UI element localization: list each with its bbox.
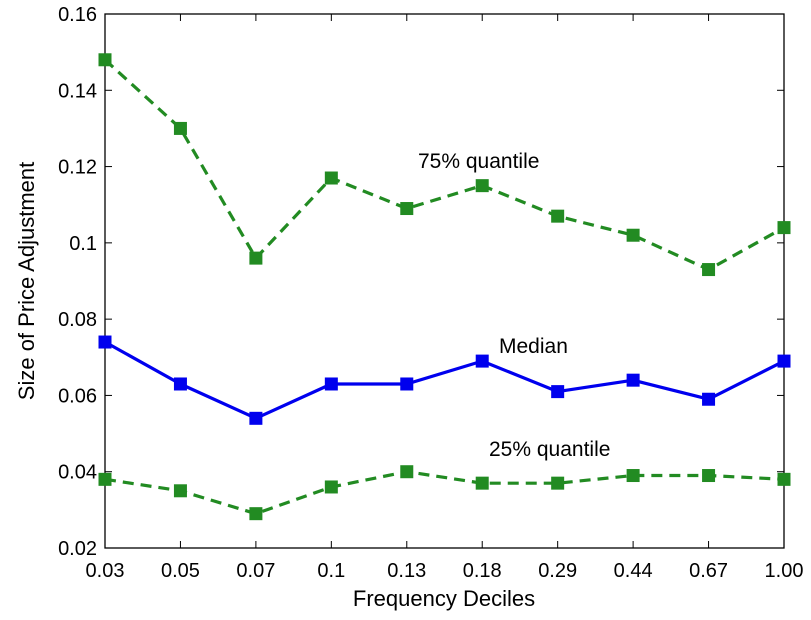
y-tick-label: 0.14 [58, 80, 97, 102]
data-point-series-0 [551, 209, 565, 223]
data-point-series-2 [551, 476, 565, 490]
data-point-series-1 [702, 392, 716, 406]
data-point-series-2 [173, 484, 187, 498]
annotation-75-quantile: 75% quantile [418, 150, 539, 173]
series-markers [98, 53, 791, 521]
data-point-series-1 [777, 354, 791, 368]
x-tick-label: 0.67 [689, 560, 728, 582]
data-point-series-1 [324, 377, 338, 391]
data-point-series-0 [98, 53, 112, 67]
data-point-series-0 [475, 179, 489, 193]
x-tick-label: 0.1 [317, 560, 345, 582]
x-tick-label: 0.18 [463, 560, 502, 582]
data-point-series-2 [98, 472, 112, 486]
x-tick-label: 0.03 [86, 560, 125, 582]
data-point-series-1 [173, 377, 187, 391]
data-point-series-0 [400, 202, 414, 216]
data-point-series-1 [98, 335, 112, 349]
data-point-series-0 [702, 263, 716, 277]
x-tick-label: 0.44 [614, 560, 653, 582]
y-tick-label: 0.16 [58, 4, 97, 26]
series-lines [103, 58, 785, 516]
data-point-series-1 [551, 385, 565, 399]
data-point-series-2 [249, 507, 263, 521]
data-point-series-1 [400, 377, 414, 391]
y-tick-label: 0.08 [58, 309, 97, 331]
y-axis-label: Size of Price Adjustment [14, 162, 39, 400]
y-tick-label: 0.12 [58, 157, 97, 179]
y-tick-label: 0.1 [69, 233, 97, 255]
y-tick-label: 0.02 [58, 538, 97, 560]
annotation-median: Median [499, 335, 568, 358]
series-line-1 [104, 340, 785, 420]
series-line-0 [103, 58, 785, 272]
plot-area [104, 13, 785, 549]
y-tick-label: 0.06 [58, 385, 97, 407]
x-tick-label: 0.07 [236, 560, 275, 582]
data-point-series-0 [173, 121, 187, 135]
data-point-series-1 [475, 354, 489, 368]
data-point-series-1 [249, 411, 263, 425]
data-point-series-0 [626, 228, 640, 242]
axis-ticks: 0.03 0.05 0.07 0.1 0.13 0.18 0.29 0.44 0.67 1.00 0… [58, 4, 803, 582]
data-point-series-0 [777, 221, 791, 235]
annotation-25-quantile: 25% quantile [489, 438, 610, 461]
data-point-series-2 [400, 465, 414, 479]
y-tick-label: 0.04 [58, 462, 97, 484]
x-tick-label: 1.00 [765, 560, 804, 582]
data-point-series-1 [626, 373, 640, 387]
data-point-series-0 [249, 251, 263, 265]
data-point-series-2 [777, 472, 791, 486]
x-tick-label: 0.29 [538, 560, 577, 582]
data-point-series-2 [324, 480, 338, 494]
series-line-2 [104, 470, 785, 516]
data-point-series-2 [626, 469, 640, 483]
data-point-series-0 [324, 171, 338, 185]
data-point-series-2 [702, 469, 716, 483]
x-tick-label: 0.13 [387, 560, 426, 582]
data-point-series-2 [475, 476, 489, 490]
x-tick-label: 0.05 [161, 560, 200, 582]
x-axis-label: Frequency Deciles [353, 586, 535, 611]
